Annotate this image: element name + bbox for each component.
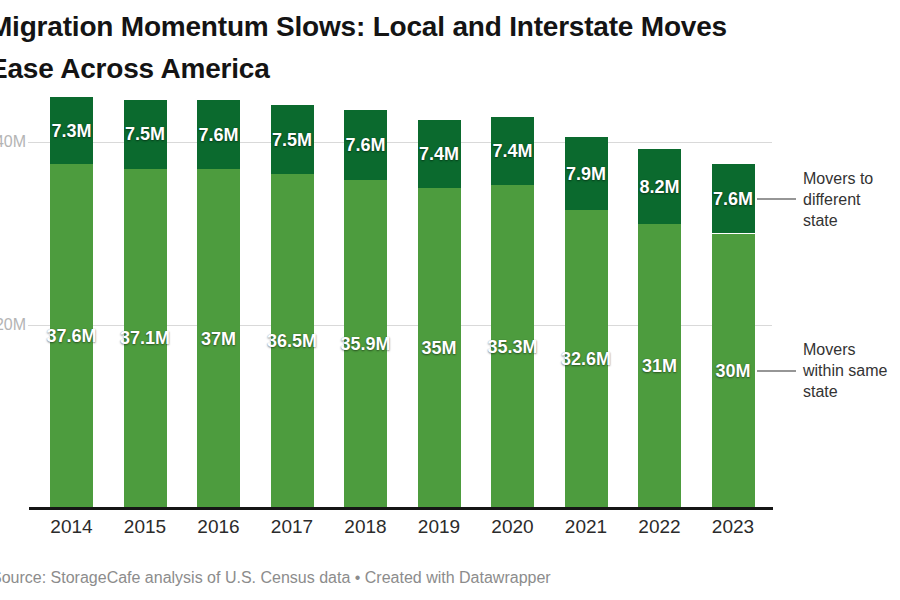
- bar-value-label-different-state: 7.5M: [272, 129, 312, 150]
- bar-value-label-within-state: 32.6M: [561, 348, 611, 369]
- y-axis-tick-label: 20M: [0, 316, 26, 334]
- y-axis-tick-label: 40M: [0, 133, 26, 151]
- annotation-movers-within-state: Movers within same state: [803, 339, 895, 402]
- x-axis-label: 2017: [271, 516, 313, 538]
- x-axis-label: 2022: [638, 516, 680, 538]
- bar-value-label-different-state: 7.6M: [345, 134, 385, 155]
- bar-value-label-within-state: 37M: [201, 328, 236, 349]
- source-attribution: Source: StorageCafe analysis of U.S. Cen…: [0, 569, 551, 587]
- annotation-connector-line: [757, 198, 796, 200]
- bar-value-label-different-state: 7.5M: [125, 124, 165, 145]
- plot-area: 20M 40M 37.6M 7.3M 2014 37.1M 7.5M 2015 37M 7.6M 2…: [0, 0, 900, 600]
- bar-value-label-different-state: 7.6M: [198, 124, 238, 145]
- bar-value-label-different-state: 7.4M: [419, 143, 459, 164]
- x-axis-label: 2016: [197, 516, 239, 538]
- x-axis-label: 2023: [712, 516, 754, 538]
- x-axis-label: 2014: [50, 516, 92, 538]
- bar-value-label-within-state: 36.5M: [267, 331, 317, 352]
- x-axis-label: 2018: [344, 516, 386, 538]
- x-axis-label: 2019: [418, 516, 460, 538]
- bar-value-label-within-state: 30M: [715, 360, 750, 381]
- bar-value-label-within-state: 37.1M: [120, 328, 170, 349]
- annotation-movers-different-state: Movers to different state: [803, 168, 895, 231]
- migration-bar-chart: Migration Momentum Slows: Local and Inte…: [0, 0, 900, 600]
- bar-value-label-within-state: 31M: [642, 356, 677, 377]
- x-axis-label: 2015: [124, 516, 166, 538]
- bar-value-label-within-state: 35.3M: [487, 336, 537, 357]
- x-axis-label: 2021: [565, 516, 607, 538]
- x-axis-label: 2020: [491, 516, 533, 538]
- bar-value-label-different-state: 7.4M: [492, 141, 532, 162]
- bar-value-label-within-state: 37.6M: [46, 325, 96, 346]
- bar-value-label-different-state: 7.6M: [713, 188, 753, 209]
- bar-value-label-within-state: 35.9M: [340, 333, 390, 354]
- bar-value-label-within-state: 35M: [421, 337, 456, 358]
- annotation-connector-line: [757, 370, 796, 372]
- bar-value-label-different-state: 8.2M: [639, 176, 679, 197]
- bar-value-label-different-state: 7.9M: [566, 163, 606, 184]
- x-axis-line: [29, 507, 773, 510]
- bar-value-label-different-state: 7.3M: [51, 120, 91, 141]
